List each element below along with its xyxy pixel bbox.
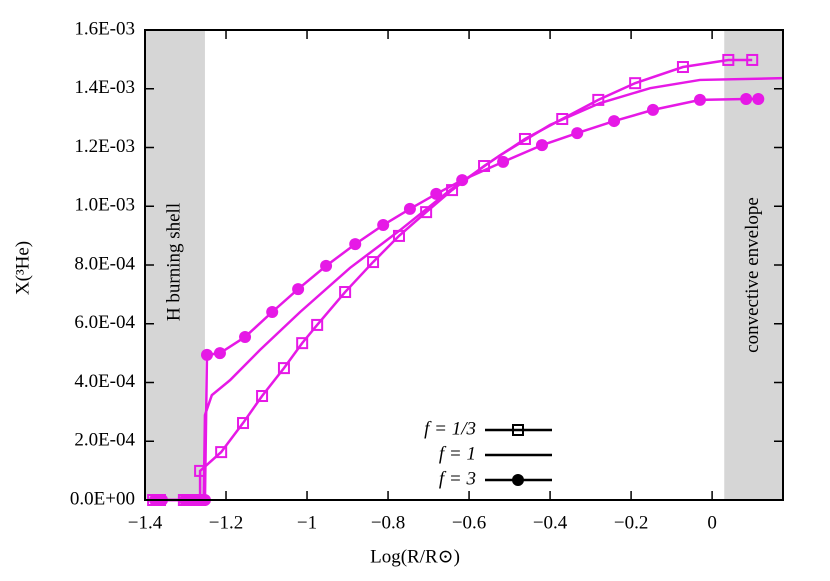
marker <box>296 337 309 350</box>
marker <box>320 259 333 272</box>
legend-marker <box>512 474 524 486</box>
marker <box>752 93 765 106</box>
marker <box>646 103 659 116</box>
marker <box>497 155 510 168</box>
marker <box>518 132 531 145</box>
marker <box>722 53 735 66</box>
marker <box>535 139 548 152</box>
marker <box>215 446 228 459</box>
marker <box>339 286 352 299</box>
marker <box>571 127 584 140</box>
legend-label: f = 3 <box>439 468 476 489</box>
plot-frame <box>144 29 784 501</box>
legend-label: f = 1/3 <box>424 418 476 439</box>
x-tick-label: −1.2 <box>209 512 243 533</box>
marker <box>746 53 759 66</box>
y-tick-label: 1.6E-03 <box>74 18 135 39</box>
marker <box>377 219 390 232</box>
marker <box>556 113 569 126</box>
y-tick-label: 6.0E-04 <box>74 312 135 333</box>
x-tick-label: −0.8 <box>371 512 405 533</box>
marker <box>200 348 213 361</box>
y-tick-label: 1.4E-03 <box>74 77 135 98</box>
x-axis-label: Log(R/R⊙) <box>370 546 460 567</box>
marker <box>629 77 642 90</box>
marker <box>608 115 621 128</box>
y-tick-label: 1.2E-03 <box>74 136 135 157</box>
marker <box>693 93 706 106</box>
x-tick-label: −0.6 <box>452 512 486 533</box>
x-tick-label: −0.2 <box>614 512 648 533</box>
series-line <box>155 97 759 502</box>
marker <box>237 417 250 430</box>
marker <box>456 174 469 187</box>
marker <box>740 93 753 106</box>
y-tick-label: 1.0E-03 <box>74 195 135 216</box>
region-label: convective envelope <box>742 197 763 353</box>
marker <box>239 330 252 343</box>
marker <box>311 318 324 331</box>
marker <box>266 306 279 318</box>
marker <box>430 187 443 200</box>
marker <box>292 283 305 296</box>
shaded-region <box>145 30 205 500</box>
y-tick-label: 8.0E-04 <box>74 253 135 274</box>
series-line <box>151 76 784 502</box>
y-tick-label: 0.0E+00 <box>70 488 135 509</box>
marker <box>367 256 380 269</box>
marker <box>277 362 290 375</box>
x-tick-label: −1.4 <box>128 512 163 533</box>
x-tick-label: −1 <box>297 512 317 533</box>
shaded-region <box>724 30 783 500</box>
x-tick-label: −0.4 <box>533 512 568 533</box>
y-axis-label: X(³He) <box>12 241 33 295</box>
region-label: H burning shell <box>163 203 184 321</box>
x-tick-label: 0 <box>707 512 717 533</box>
marker <box>676 61 689 74</box>
marker <box>213 347 226 360</box>
y-tick-label: 2.0E-04 <box>74 430 135 451</box>
marker <box>403 202 416 215</box>
marker <box>349 238 362 251</box>
y-tick-label: 4.0E-04 <box>74 371 135 392</box>
legend-label: f = 1 <box>439 443 476 464</box>
marker <box>256 390 269 403</box>
legend-marker <box>512 424 524 436</box>
